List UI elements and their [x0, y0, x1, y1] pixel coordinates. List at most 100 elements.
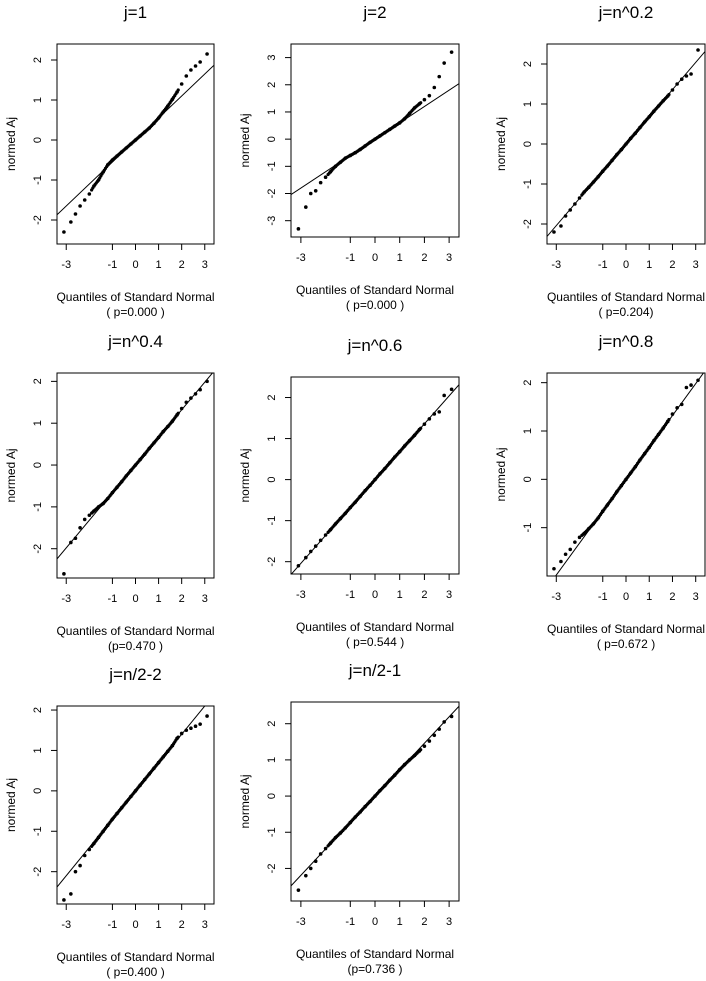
y-axis-label: normed Aj [4, 778, 18, 832]
x-tick-label: 3 [693, 259, 699, 271]
x-tick-label: 3 [693, 591, 699, 603]
qq-panel-7: j=n/2-2 -3 -1 0 1 2 3 -2 -1 0 1 2 Quantiles of Stand… [4, 665, 215, 979]
y-axis-label: normed Aj [494, 447, 508, 501]
y-tick-label: -1 [32, 826, 44, 836]
data-point [184, 728, 189, 733]
data-point [176, 411, 180, 415]
y-tick-label: 2 [32, 57, 44, 63]
y-axis-label: normed Aj [238, 448, 252, 502]
data-point [313, 859, 318, 863]
p-value-label: ( p=0.000 ) [346, 298, 404, 312]
data-point [573, 202, 577, 206]
data-point [198, 60, 202, 64]
panel-title: j=1 [123, 3, 147, 22]
data-point [313, 188, 318, 193]
data-point [427, 93, 432, 98]
plot-frame [56, 705, 215, 905]
panel-title: j=n^0.8 [598, 332, 654, 351]
x-tick-label: 2 [179, 259, 185, 271]
data-point [667, 417, 671, 422]
x-tick-label: 0 [132, 593, 138, 605]
p-value-label: (p=0.736 ) [347, 962, 402, 976]
data-point [78, 204, 82, 208]
x-tick-label: -3 [61, 919, 71, 931]
x-tick-label: 1 [646, 591, 652, 603]
data-point [189, 396, 193, 400]
data-point [419, 101, 423, 105]
data-point [573, 540, 577, 544]
data-point [437, 74, 442, 79]
y-tick-label: 2 [266, 721, 278, 727]
qq-panel-3: j=n^0.2 -3 -1 0 1 2 3 -2 -1 0 1 2 Quantiles of Stand… [494, 3, 706, 319]
points-group [296, 387, 454, 568]
data-point [419, 748, 423, 752]
x-tick-label: -3 [61, 593, 71, 605]
data-point [308, 191, 313, 196]
data-point [684, 385, 689, 390]
y-tick-label: 0 [266, 793, 278, 799]
data-point [87, 847, 92, 852]
data-point [675, 406, 679, 410]
y-axis-label: normed Aj [238, 113, 252, 167]
data-point [437, 410, 442, 414]
data-point [437, 727, 442, 731]
data-point [679, 402, 684, 407]
data-point [432, 733, 437, 738]
data-point [62, 230, 66, 234]
y-tick-label: 2 [266, 394, 278, 400]
x-tick-label: -1 [345, 916, 355, 928]
x-tick-label: 1 [397, 916, 403, 928]
plot-frame [290, 701, 460, 902]
x-tick-label: -1 [345, 252, 355, 264]
x-tick-label: 3 [446, 252, 452, 264]
x-tick-label: 2 [179, 919, 185, 931]
data-point [313, 544, 318, 548]
qq-panel-1: j=1 -3 -1 0 1 2 3 -2 -1 0 1 2 Quantiles of Standard … [4, 3, 215, 319]
y-tick-label: -2 [266, 864, 278, 874]
y-tick-label: 1 [32, 747, 44, 753]
x-tick-label: -3 [551, 591, 561, 603]
y-tick-label: -3 [266, 216, 278, 226]
x-axis-label: Quantiles of Standard Normal [56, 950, 214, 964]
data-point [667, 92, 671, 97]
panel-title: j=n/2-1 [348, 661, 401, 680]
p-value-label: (p=0.470 ) [108, 639, 163, 653]
x-tick-label: 2 [179, 593, 185, 605]
x-tick-label: -3 [296, 589, 306, 601]
y-tick-label: -1 [266, 827, 278, 837]
data-point [318, 180, 323, 185]
points-group [296, 714, 454, 892]
x-axis-label: Quantiles of Standard Normal [547, 622, 705, 636]
y-tick-label: -2 [266, 189, 278, 199]
data-point [205, 52, 209, 56]
y-tick-label: 3 [266, 55, 278, 61]
data-point [323, 533, 328, 537]
data-point [323, 846, 328, 851]
x-tick-label: -1 [345, 589, 355, 601]
y-tick-label: 1 [32, 420, 44, 426]
y-tick-label: 0 [266, 136, 278, 142]
x-tick-label: -1 [108, 593, 118, 605]
y-tick-label: 0 [32, 462, 44, 468]
x-tick-label: 3 [202, 919, 208, 931]
qq-panel-5: j=n^0.6 -3 -1 0 1 2 3 -2 -1 0 1 2 Quantiles of Stand… [238, 336, 460, 649]
data-point [689, 72, 693, 76]
data-point [198, 722, 202, 726]
y-axis-label: normed Aj [494, 117, 508, 171]
x-tick-label: 2 [421, 916, 427, 928]
qq-panel-6: j=n^0.8 -3 -1 0 1 2 3 -1 0 1 2 Quantiles of Standar… [494, 332, 706, 651]
data-point [205, 379, 209, 384]
data-point [696, 378, 700, 383]
x-axis-label: Quantiles of Standard Normal [296, 283, 454, 297]
data-point [62, 572, 66, 576]
x-axis-label: Quantiles of Standard Normal [296, 947, 454, 961]
y-axis-label: normed Aj [238, 774, 252, 828]
data-point [82, 198, 87, 202]
data-point [442, 720, 446, 724]
data-point [179, 731, 184, 736]
x-tick-label: 1 [397, 252, 403, 264]
data-point [422, 744, 427, 748]
x-tick-label: 1 [156, 259, 162, 271]
qq-panel-2: j=2 -3 -1 0 1 2 3 -3 -2 -1 0 1 2 3 Quantiles of Standa… [238, 3, 460, 312]
